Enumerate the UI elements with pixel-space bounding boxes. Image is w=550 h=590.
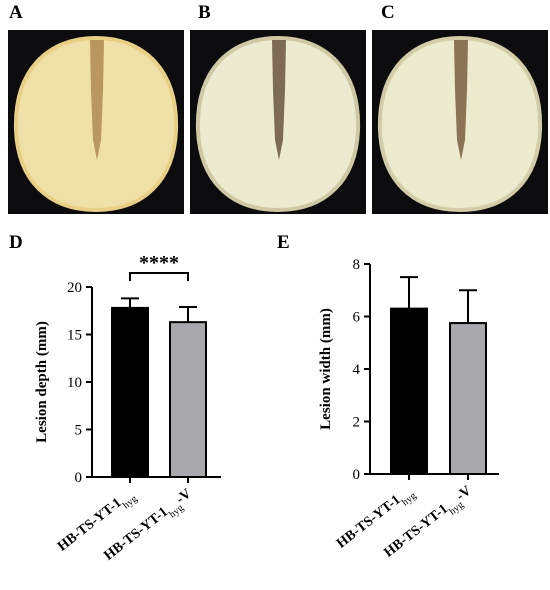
- bar-2: [449, 322, 487, 475]
- y-tick-label: 15: [67, 328, 82, 344]
- y-axis-label: Lesion width (mm): [318, 308, 334, 430]
- photo-tuber-a: [13, 35, 179, 213]
- bar-1: [111, 306, 149, 479]
- bar-2: [169, 321, 207, 479]
- photo-tuber-b-drawing: [195, 35, 361, 213]
- photo-tuber-c-drawing: [377, 35, 543, 213]
- photo-tuber-c: [377, 35, 543, 213]
- tuber-lesion: [272, 40, 286, 160]
- photo-tuber-b: [195, 35, 361, 213]
- category-suffix: -V: [454, 483, 475, 504]
- y-tick-label: 0: [75, 470, 83, 486]
- y-axis-label: Lesion depth (mm): [34, 321, 50, 443]
- y-tick-label: 10: [67, 375, 82, 391]
- panel-label-a: A: [9, 2, 23, 23]
- chart-lesion-width: 0 2 4 6 8 Lesion width (mm) HB-TS-YT-1hyg HB-TS…: [275, 240, 550, 590]
- y-tick-label: 8: [353, 257, 361, 273]
- y-tick-label: 6: [353, 310, 361, 326]
- photo-panel-c: [372, 30, 548, 214]
- tuber-lesion: [90, 40, 104, 160]
- photo-panel-b: [190, 30, 366, 214]
- panel-label-b: B: [198, 2, 211, 23]
- chart-lesion-depth: 0 5 10 15 20 Lesion depth (mm) HB-TS-YT-1hyg HB…: [0, 240, 272, 590]
- significance-bracket: [129, 272, 189, 281]
- bar-1: [390, 307, 428, 475]
- y-tick-label: 5: [75, 423, 83, 439]
- panel-label-e: E: [277, 232, 290, 253]
- panel-label-c: C: [381, 2, 395, 23]
- panel-label-d: D: [9, 232, 23, 253]
- photo-tuber-a-drawing: [13, 35, 179, 213]
- category-suffix: -V: [174, 486, 195, 507]
- significance-label: ****: [139, 252, 179, 274]
- y-tick-label: 4: [353, 362, 361, 378]
- y-tick-label: 20: [67, 280, 82, 296]
- y-tick-label: 2: [353, 415, 361, 431]
- tuber-lesion: [454, 40, 468, 160]
- photo-panel-a: [8, 30, 184, 214]
- y-tick-label: 0: [353, 467, 361, 483]
